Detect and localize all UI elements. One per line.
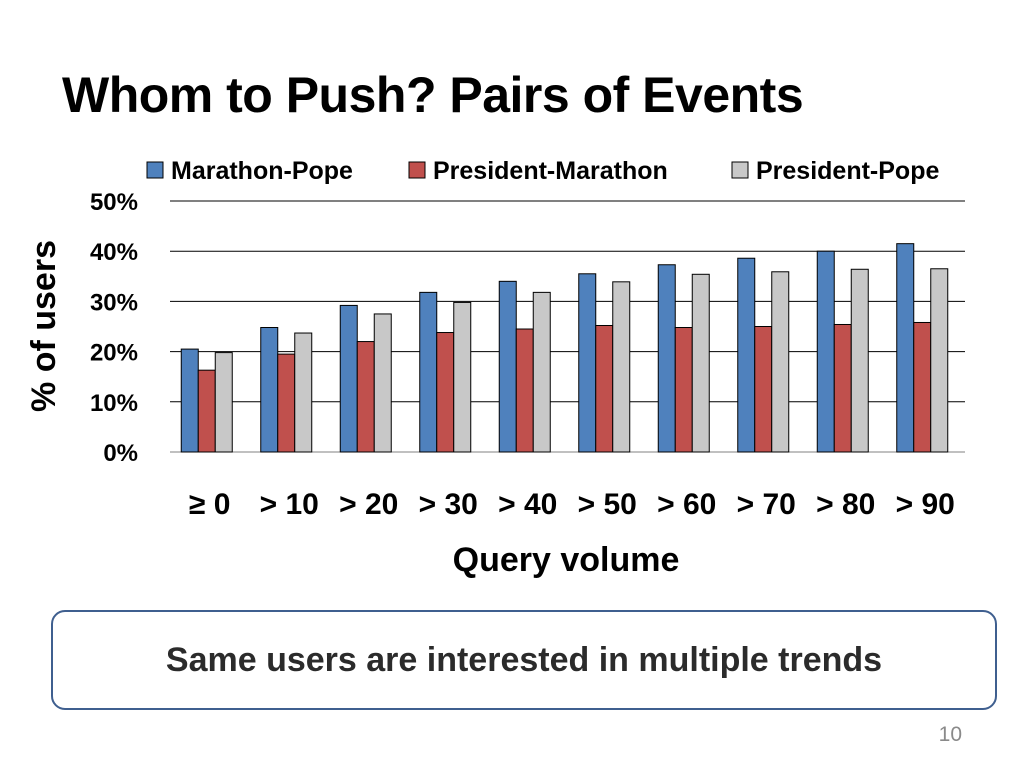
bar-president-pope-9 bbox=[930, 268, 949, 453]
slide-title: Whom to Push? Pairs of Events bbox=[62, 67, 804, 123]
y-tick-labels: 0% 10% 20% 30% 40% 50% bbox=[90, 189, 138, 467]
legend-swatch bbox=[146, 161, 164, 179]
legend-swatch bbox=[731, 161, 749, 179]
bar-president-pope-4 bbox=[532, 291, 551, 453]
bar-president-pope-3 bbox=[453, 301, 472, 453]
bar-president-pope-7 bbox=[771, 271, 790, 453]
bar-marathon-pope-3 bbox=[419, 291, 438, 453]
bar-president-pope-6 bbox=[691, 273, 710, 453]
x-tick-label: > 10 bbox=[260, 488, 319, 521]
bar-president-marathon-3 bbox=[436, 332, 455, 453]
x-tick-labels: ≥ 0 > 10 > 20 > 30 > 40 > 50 > 60 > 70 > 80 > 90 bbox=[189, 488, 955, 521]
x-tick-label: > 40 bbox=[498, 488, 557, 521]
callout-text: Same users are interested in multiple tr… bbox=[165, 640, 883, 679]
bar-marathon-pope-8 bbox=[816, 250, 835, 453]
x-tick-label: > 30 bbox=[419, 488, 478, 521]
legend-label: President-Marathon bbox=[433, 157, 668, 185]
bar-president-pope-1 bbox=[294, 332, 313, 453]
legend-label: Marathon-Pope bbox=[171, 157, 353, 185]
bar-president-marathon-9 bbox=[913, 321, 932, 453]
bar-president-marathon-1 bbox=[277, 353, 296, 453]
callout-box: Same users are interested in multiple tr… bbox=[51, 610, 997, 710]
y-tick-label: 30% bbox=[90, 289, 138, 316]
x-tick-label: > 60 bbox=[657, 488, 716, 521]
bar-president-marathon-2 bbox=[356, 341, 375, 453]
y-tick-label: 50% bbox=[90, 189, 138, 216]
legend: Marathon-Pope President-Marathon President… bbox=[146, 157, 939, 185]
y-tick-label: 20% bbox=[90, 340, 138, 367]
bar-chart: 0% 10% 20% 30% 40% 50% ≥ 0 > 10 > 20 > 30 > 40 > 5… bbox=[25, 157, 965, 579]
y-tick-label: 0% bbox=[103, 440, 138, 467]
bar-president-marathon-8 bbox=[833, 323, 852, 453]
bar-president-marathon-5 bbox=[595, 324, 614, 453]
bar-marathon-pope-9 bbox=[896, 243, 915, 453]
bar-president-marathon-0 bbox=[197, 369, 216, 453]
x-tick-label: > 20 bbox=[339, 488, 398, 521]
bar-marathon-pope-2 bbox=[339, 304, 358, 453]
bars bbox=[180, 243, 949, 453]
x-tick-label: > 50 bbox=[578, 488, 637, 521]
x-tick-label: > 80 bbox=[816, 488, 875, 521]
y-tick-label: 40% bbox=[90, 239, 138, 266]
bar-president-pope-8 bbox=[850, 268, 869, 453]
x-axis-label: Query volume bbox=[453, 541, 680, 579]
bar-president-pope-2 bbox=[373, 313, 392, 453]
bar-marathon-pope-6 bbox=[657, 264, 676, 453]
bar-marathon-pope-5 bbox=[578, 273, 597, 453]
x-tick-label: ≥ 0 bbox=[189, 488, 230, 521]
bar-president-marathon-4 bbox=[515, 328, 534, 453]
bar-president-marathon-6 bbox=[674, 327, 693, 453]
legend-label: President-Pope bbox=[756, 157, 939, 185]
bar-president-pope-0 bbox=[214, 352, 233, 453]
y-tick-label: 10% bbox=[90, 390, 138, 417]
bar-marathon-pope-4 bbox=[498, 280, 517, 453]
bar-marathon-pope-0 bbox=[180, 348, 199, 453]
bar-president-marathon-7 bbox=[754, 326, 773, 453]
page-number: 10 bbox=[938, 723, 962, 746]
x-tick-label: > 90 bbox=[896, 488, 955, 521]
x-tick-label: > 70 bbox=[737, 488, 796, 521]
y-axis-label: % of users bbox=[25, 240, 63, 412]
bar-marathon-pope-1 bbox=[260, 327, 279, 453]
bar-marathon-pope-7 bbox=[737, 257, 756, 453]
legend-swatch bbox=[408, 161, 426, 179]
bar-president-pope-5 bbox=[612, 281, 631, 453]
